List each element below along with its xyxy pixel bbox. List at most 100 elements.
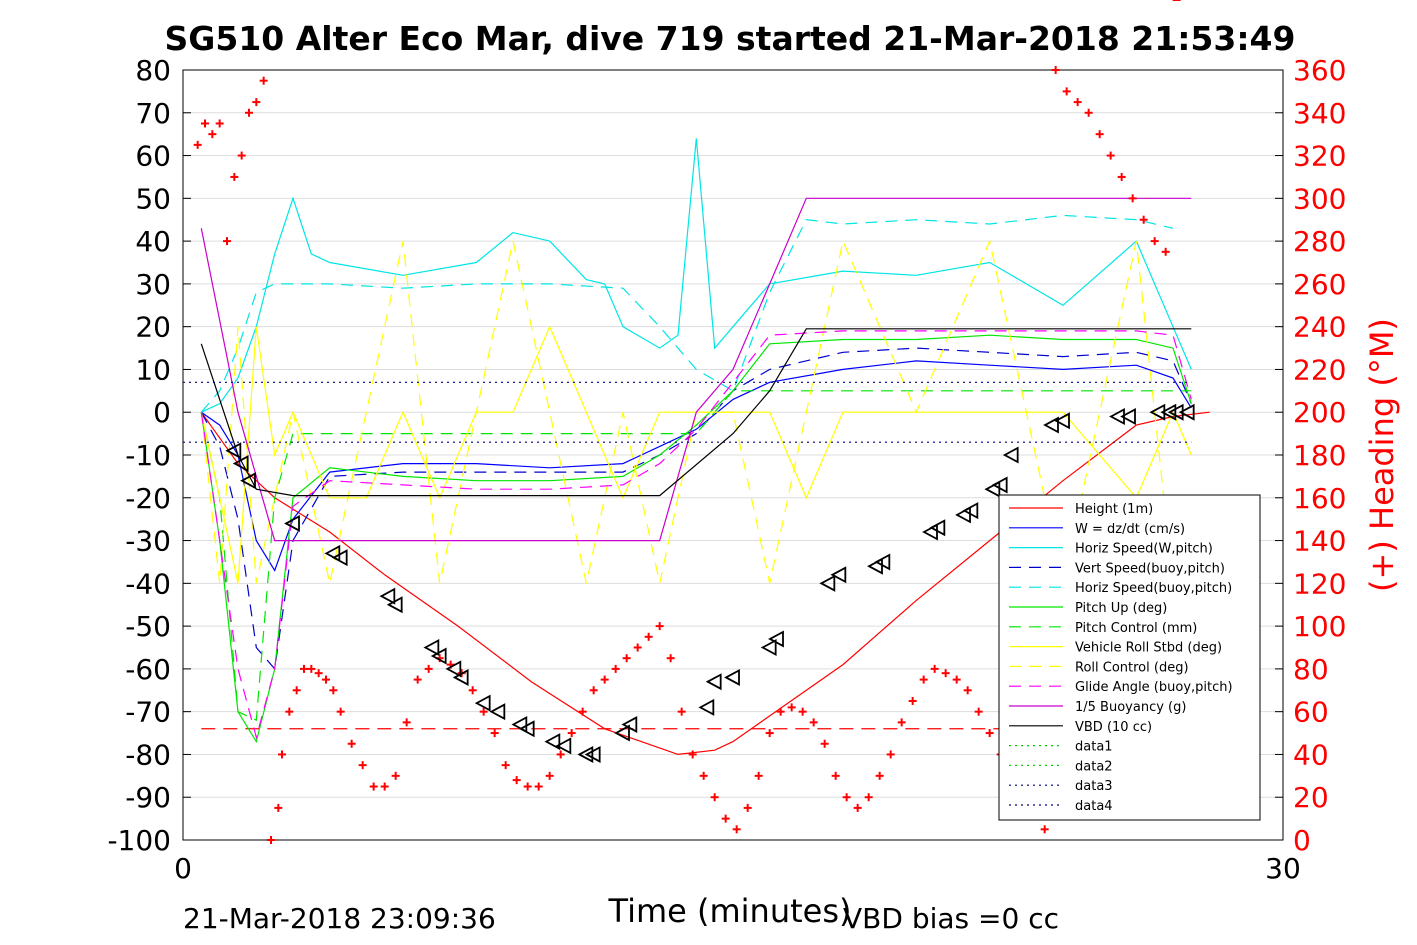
track-marker bbox=[760, 638, 777, 657]
track-marker bbox=[324, 544, 341, 562]
heading-point bbox=[292, 686, 301, 695]
legend-entry: VBD (10 cc) bbox=[1009, 720, 1152, 735]
heading-point bbox=[754, 771, 763, 780]
heading-point bbox=[252, 98, 261, 107]
heading-point bbox=[468, 686, 477, 695]
right-tick-label: 120 bbox=[1293, 567, 1346, 600]
legend-entry: Roll Control (deg) bbox=[1009, 660, 1189, 675]
track-marker bbox=[1002, 446, 1019, 464]
legend-entry: data3 bbox=[1009, 779, 1113, 794]
legend-entry: data2 bbox=[1009, 759, 1113, 774]
left-tick-label: -70 bbox=[125, 696, 171, 729]
left-tick-label: 20 bbox=[135, 311, 171, 344]
track-marker bbox=[867, 557, 883, 575]
heading-point bbox=[589, 686, 598, 695]
heading-point bbox=[897, 718, 906, 727]
legend-entry: 1/5 Buoyancy (g) bbox=[1009, 700, 1186, 715]
left-y-axis: 80 70 60 50 40 30 20 10 0 -10 -20 -30 -40 -50 -60 -70 -8… bbox=[107, 54, 191, 857]
heading-point bbox=[644, 632, 653, 641]
heading-point bbox=[358, 761, 367, 770]
legend-entry: Vert Speed(buoy,pitch) bbox=[1009, 561, 1225, 576]
heading-point bbox=[391, 771, 400, 780]
heading-point bbox=[699, 771, 708, 780]
heading-point bbox=[1095, 130, 1104, 139]
legend: Height (1m) W = dz/dt (cm/s) Horiz Speed(W… bbox=[998, 494, 1261, 821]
heading-point bbox=[842, 793, 851, 802]
heading-point bbox=[208, 130, 217, 139]
track-marker bbox=[518, 720, 535, 738]
right-tick-label: 300 bbox=[1293, 182, 1346, 215]
track-marker bbox=[544, 733, 561, 751]
left-tick-label: -20 bbox=[125, 482, 171, 515]
heading-point bbox=[743, 803, 752, 812]
heading-point bbox=[1073, 98, 1082, 107]
left-tick-label: 0 bbox=[153, 396, 171, 429]
heading-point bbox=[765, 729, 774, 738]
heading-point bbox=[347, 739, 356, 748]
left-tick-label: 10 bbox=[135, 353, 171, 386]
heading-point bbox=[193, 140, 202, 149]
track-marker bbox=[984, 480, 1001, 498]
right-y-axis: 3603403203002802602402202001801601401201… bbox=[1275, 54, 1346, 857]
series-layer bbox=[183, 0, 1210, 844]
track-marker bbox=[1043, 416, 1059, 434]
x-tick-label: 30 bbox=[1265, 852, 1301, 885]
x-tick-label: 0 bbox=[174, 852, 192, 885]
track-marker bbox=[379, 587, 396, 605]
legend-label: data1 bbox=[1075, 740, 1113, 755]
legend-label: Horiz Speed(buoy,pitch) bbox=[1075, 581, 1232, 596]
series-line-9 bbox=[200, 330, 1192, 740]
track-marker bbox=[445, 660, 462, 678]
heading-point bbox=[314, 669, 323, 678]
heading-point bbox=[886, 750, 895, 759]
footer-vbd-bias: VBD bias =0 cc bbox=[843, 902, 1059, 935]
series-line-10 bbox=[200, 197, 1192, 542]
legend-entry: Height (1m) bbox=[1009, 502, 1153, 517]
track-marker bbox=[423, 638, 440, 657]
track-marker bbox=[874, 553, 891, 571]
track-marker bbox=[955, 506, 971, 524]
heading-point bbox=[479, 707, 488, 716]
heading-point bbox=[259, 76, 268, 85]
left-tick-label: -60 bbox=[125, 653, 171, 686]
track-marker bbox=[1167, 403, 1184, 421]
legend-label: Roll Control (deg) bbox=[1075, 660, 1189, 675]
left-tick-label: -100 bbox=[107, 824, 171, 857]
heading-point bbox=[655, 622, 664, 631]
track-marker bbox=[284, 514, 300, 532]
series-line-4 bbox=[200, 214, 1174, 413]
track-marker bbox=[922, 523, 938, 541]
heading-point bbox=[952, 675, 961, 684]
track-marker bbox=[430, 647, 447, 665]
left-tick-label: -90 bbox=[125, 781, 171, 814]
heading-point bbox=[1062, 87, 1071, 96]
right-tick-label: 140 bbox=[1293, 525, 1346, 558]
heading-point bbox=[622, 654, 631, 663]
heading-point bbox=[274, 803, 283, 812]
heading-point bbox=[534, 782, 543, 791]
legend-label: Vehicle Roll Stbd (deg) bbox=[1075, 641, 1222, 656]
heading-point bbox=[567, 729, 576, 738]
track-marker bbox=[489, 703, 506, 721]
heading-point bbox=[1150, 237, 1159, 246]
legend-entry: Pitch Control (mm) bbox=[1009, 621, 1197, 636]
legend-entry: Glide Angle (buoy,pitch) bbox=[1009, 680, 1233, 695]
heading-point bbox=[864, 793, 873, 802]
heading-point bbox=[307, 664, 316, 673]
heading-point bbox=[285, 707, 294, 716]
heading-point bbox=[329, 686, 338, 695]
track-marker bbox=[474, 694, 491, 712]
heading-point bbox=[1128, 194, 1137, 203]
heading-point bbox=[223, 237, 231, 246]
left-tick-label: -30 bbox=[125, 525, 171, 558]
track-marker bbox=[1120, 407, 1136, 426]
left-tick-label: -40 bbox=[125, 567, 171, 600]
series-line-0 bbox=[200, 411, 1210, 756]
heading-point bbox=[831, 771, 840, 780]
heading-point bbox=[545, 771, 554, 780]
heading-point bbox=[732, 825, 741, 834]
heading-point bbox=[1106, 151, 1115, 160]
heading-point bbox=[300, 664, 308, 673]
right-axis-label: (+) Heading (°M) bbox=[1363, 318, 1401, 592]
legend-label: Glide Angle (buoy,pitch) bbox=[1075, 680, 1233, 695]
